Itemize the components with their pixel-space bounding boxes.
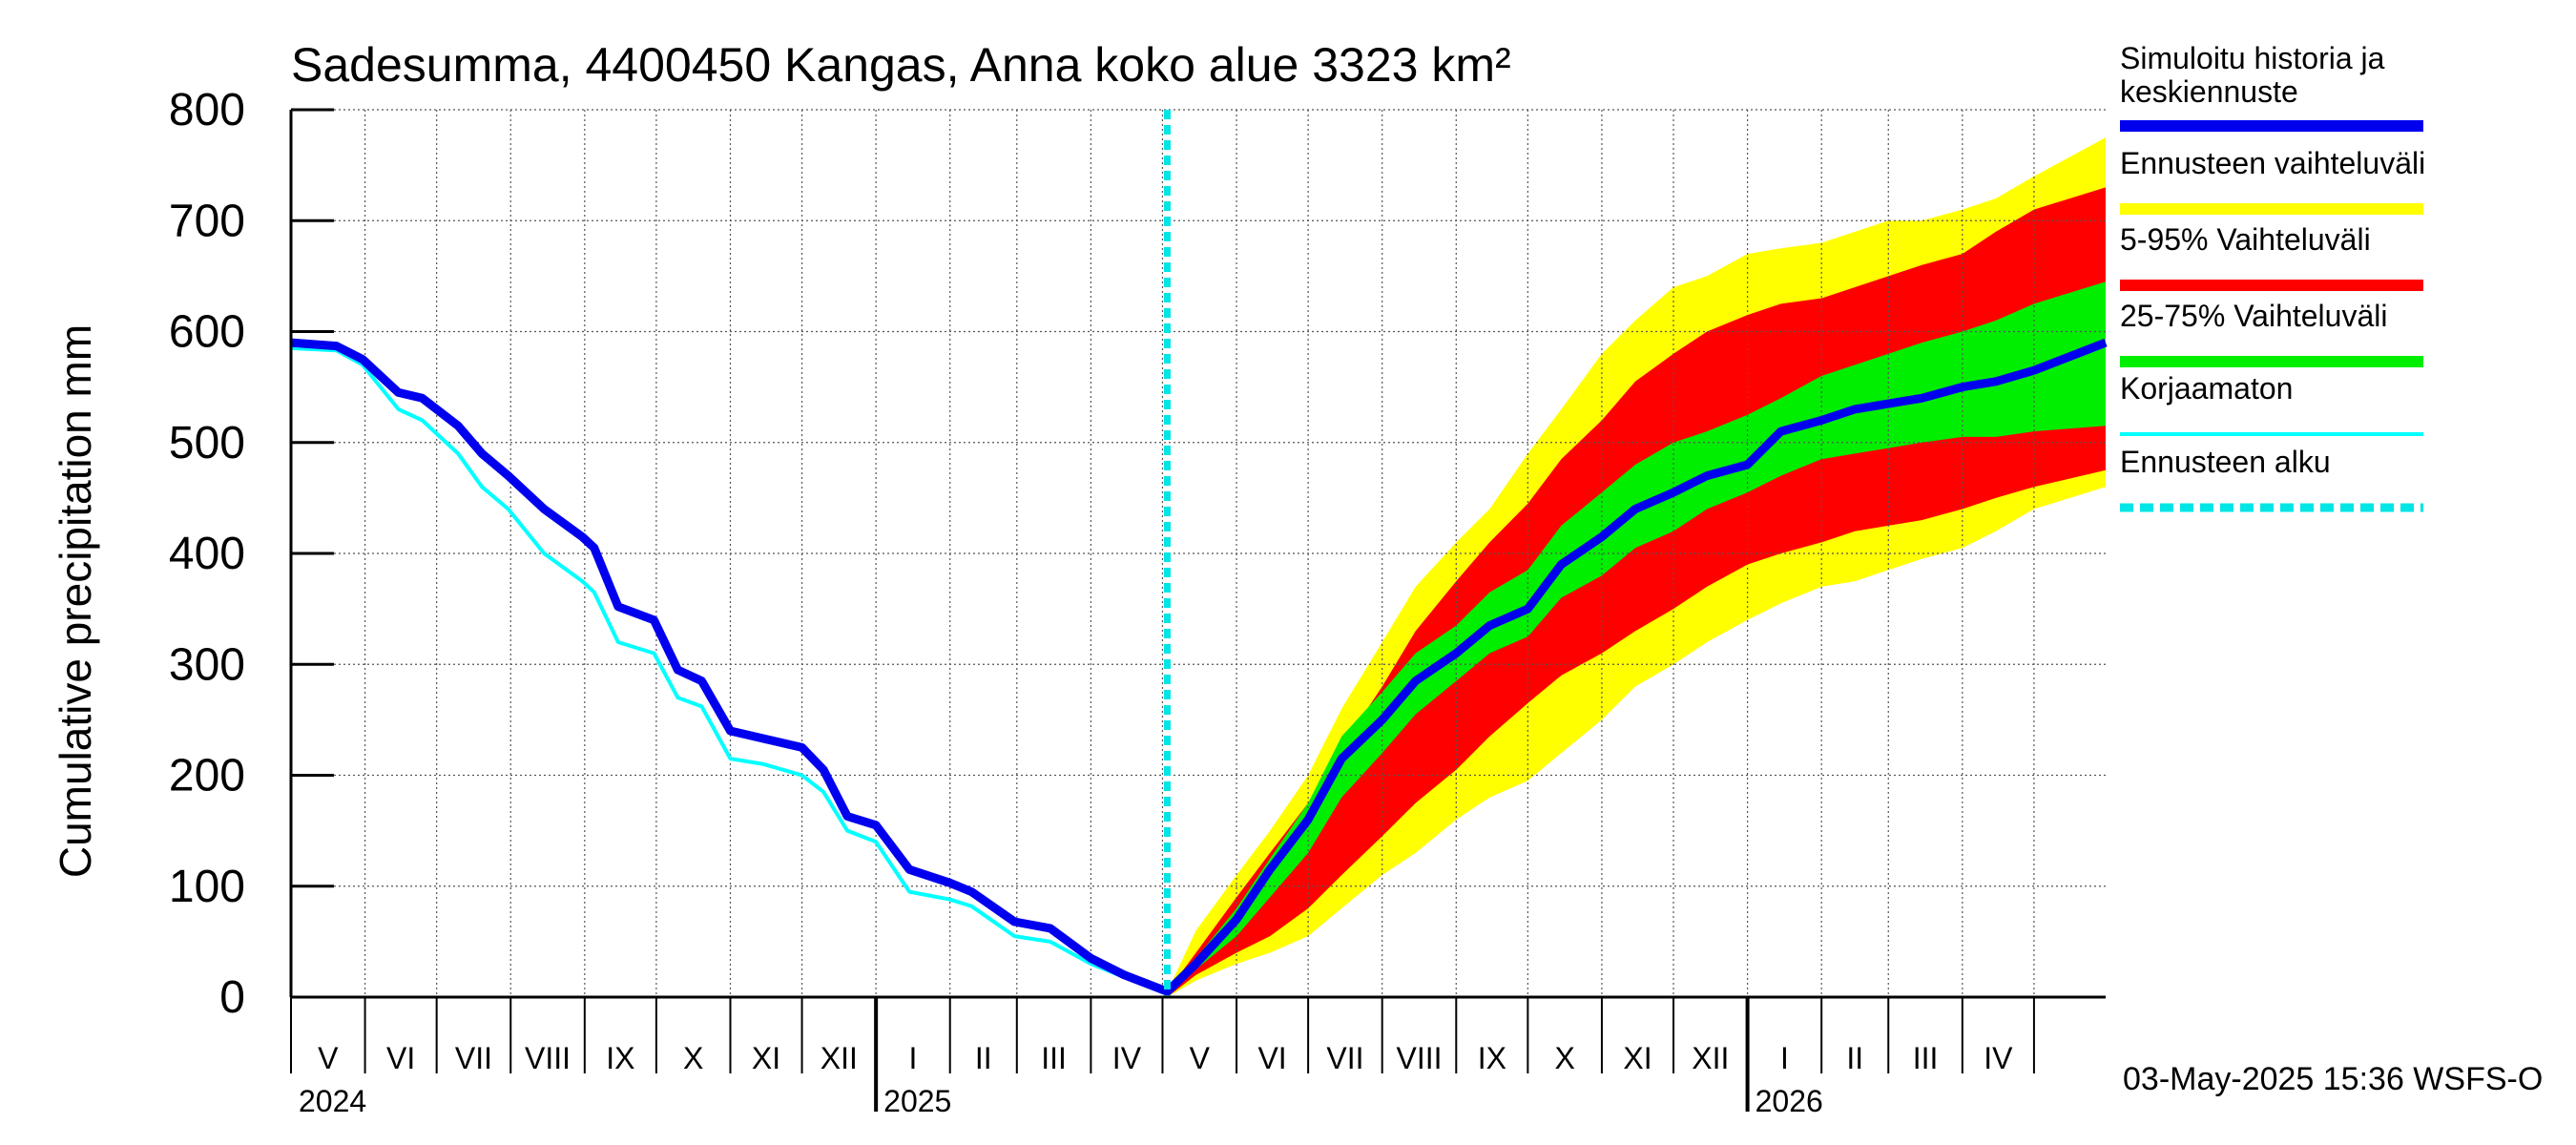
y-tick-label: 400: [169, 529, 245, 579]
month-label: X: [1554, 1041, 1574, 1075]
year-label: 2026: [1755, 1084, 1823, 1118]
legend-label: Simuloitu historia ja: [2120, 41, 2385, 75]
month-label: X: [683, 1041, 703, 1075]
y-tick-label: 800: [169, 85, 245, 135]
month-label: I: [1780, 1041, 1789, 1075]
month-label: VI: [1257, 1041, 1286, 1075]
legend-label: 5-95% Vaihteluväli: [2120, 222, 2371, 257]
month-label: VIII: [1396, 1041, 1442, 1075]
month-label: XII: [1692, 1041, 1729, 1075]
forecast-bands: [1167, 137, 2106, 998]
month-label: V: [1190, 1041, 1211, 1075]
legend-label: Korjaamaton: [2120, 371, 2293, 406]
month-label: XI: [1623, 1041, 1652, 1075]
band-25-75: [1167, 281, 2106, 997]
legend-label: keskiennuste: [2120, 74, 2298, 109]
month-label: IX: [1478, 1041, 1506, 1075]
y-tick-label: 700: [169, 196, 245, 246]
chart-title: Sadesumma, 4400450 Kangas, Anna koko alu…: [291, 38, 1511, 92]
month-label: VI: [386, 1041, 415, 1075]
month-label: IV: [1112, 1041, 1142, 1075]
legend-label: Ennusteen alku: [2120, 445, 2331, 479]
y-axis-ticks: 0 100 200 300 400 500 600 700 800: [169, 85, 334, 1023]
month-label: I: [908, 1041, 917, 1075]
y-axis-label: Cumulative precipitation mm: [51, 324, 100, 878]
y-tick-label: 100: [169, 862, 245, 912]
y-tick-label: 200: [169, 751, 245, 802]
year-label: 2024: [299, 1084, 366, 1118]
y-tick-label: 500: [169, 418, 245, 468]
legend-label: 25-75% Vaihteluväli: [2120, 299, 2387, 333]
month-label: XII: [821, 1041, 858, 1075]
month-label: XI: [752, 1041, 780, 1075]
month-label: III: [1041, 1041, 1067, 1075]
month-label: IV: [1984, 1041, 2013, 1075]
x-axis-ticks: V VI VII VIII IX X XI XII I II III IV V VI VII VIII IX X X…: [290, 997, 2035, 1118]
legend-label: Ennusteen vaihteluväli: [2120, 146, 2425, 180]
month-label: III: [1913, 1041, 1939, 1075]
month-label: VIII: [525, 1041, 571, 1075]
footer-timestamp: 03-May-2025 15:36 WSFS-O: [2123, 1061, 2543, 1097]
month-label: VII: [455, 1041, 492, 1075]
year-label: 2025: [883, 1084, 951, 1118]
mean-forecast-line: [290, 338, 2108, 996]
y-tick-label: 300: [169, 639, 245, 690]
series-lines: [290, 110, 2108, 997]
month-label: II: [975, 1041, 992, 1075]
month-label: V: [318, 1041, 339, 1075]
y-tick-label: 0: [219, 972, 245, 1023]
uncorrected-line: [290, 345, 1169, 994]
month-label: IX: [606, 1041, 634, 1075]
month-label: VII: [1326, 1041, 1363, 1075]
grid-lines: [290, 109, 2106, 998]
y-tick-label: 600: [169, 307, 245, 358]
month-label: II: [1846, 1041, 1863, 1075]
